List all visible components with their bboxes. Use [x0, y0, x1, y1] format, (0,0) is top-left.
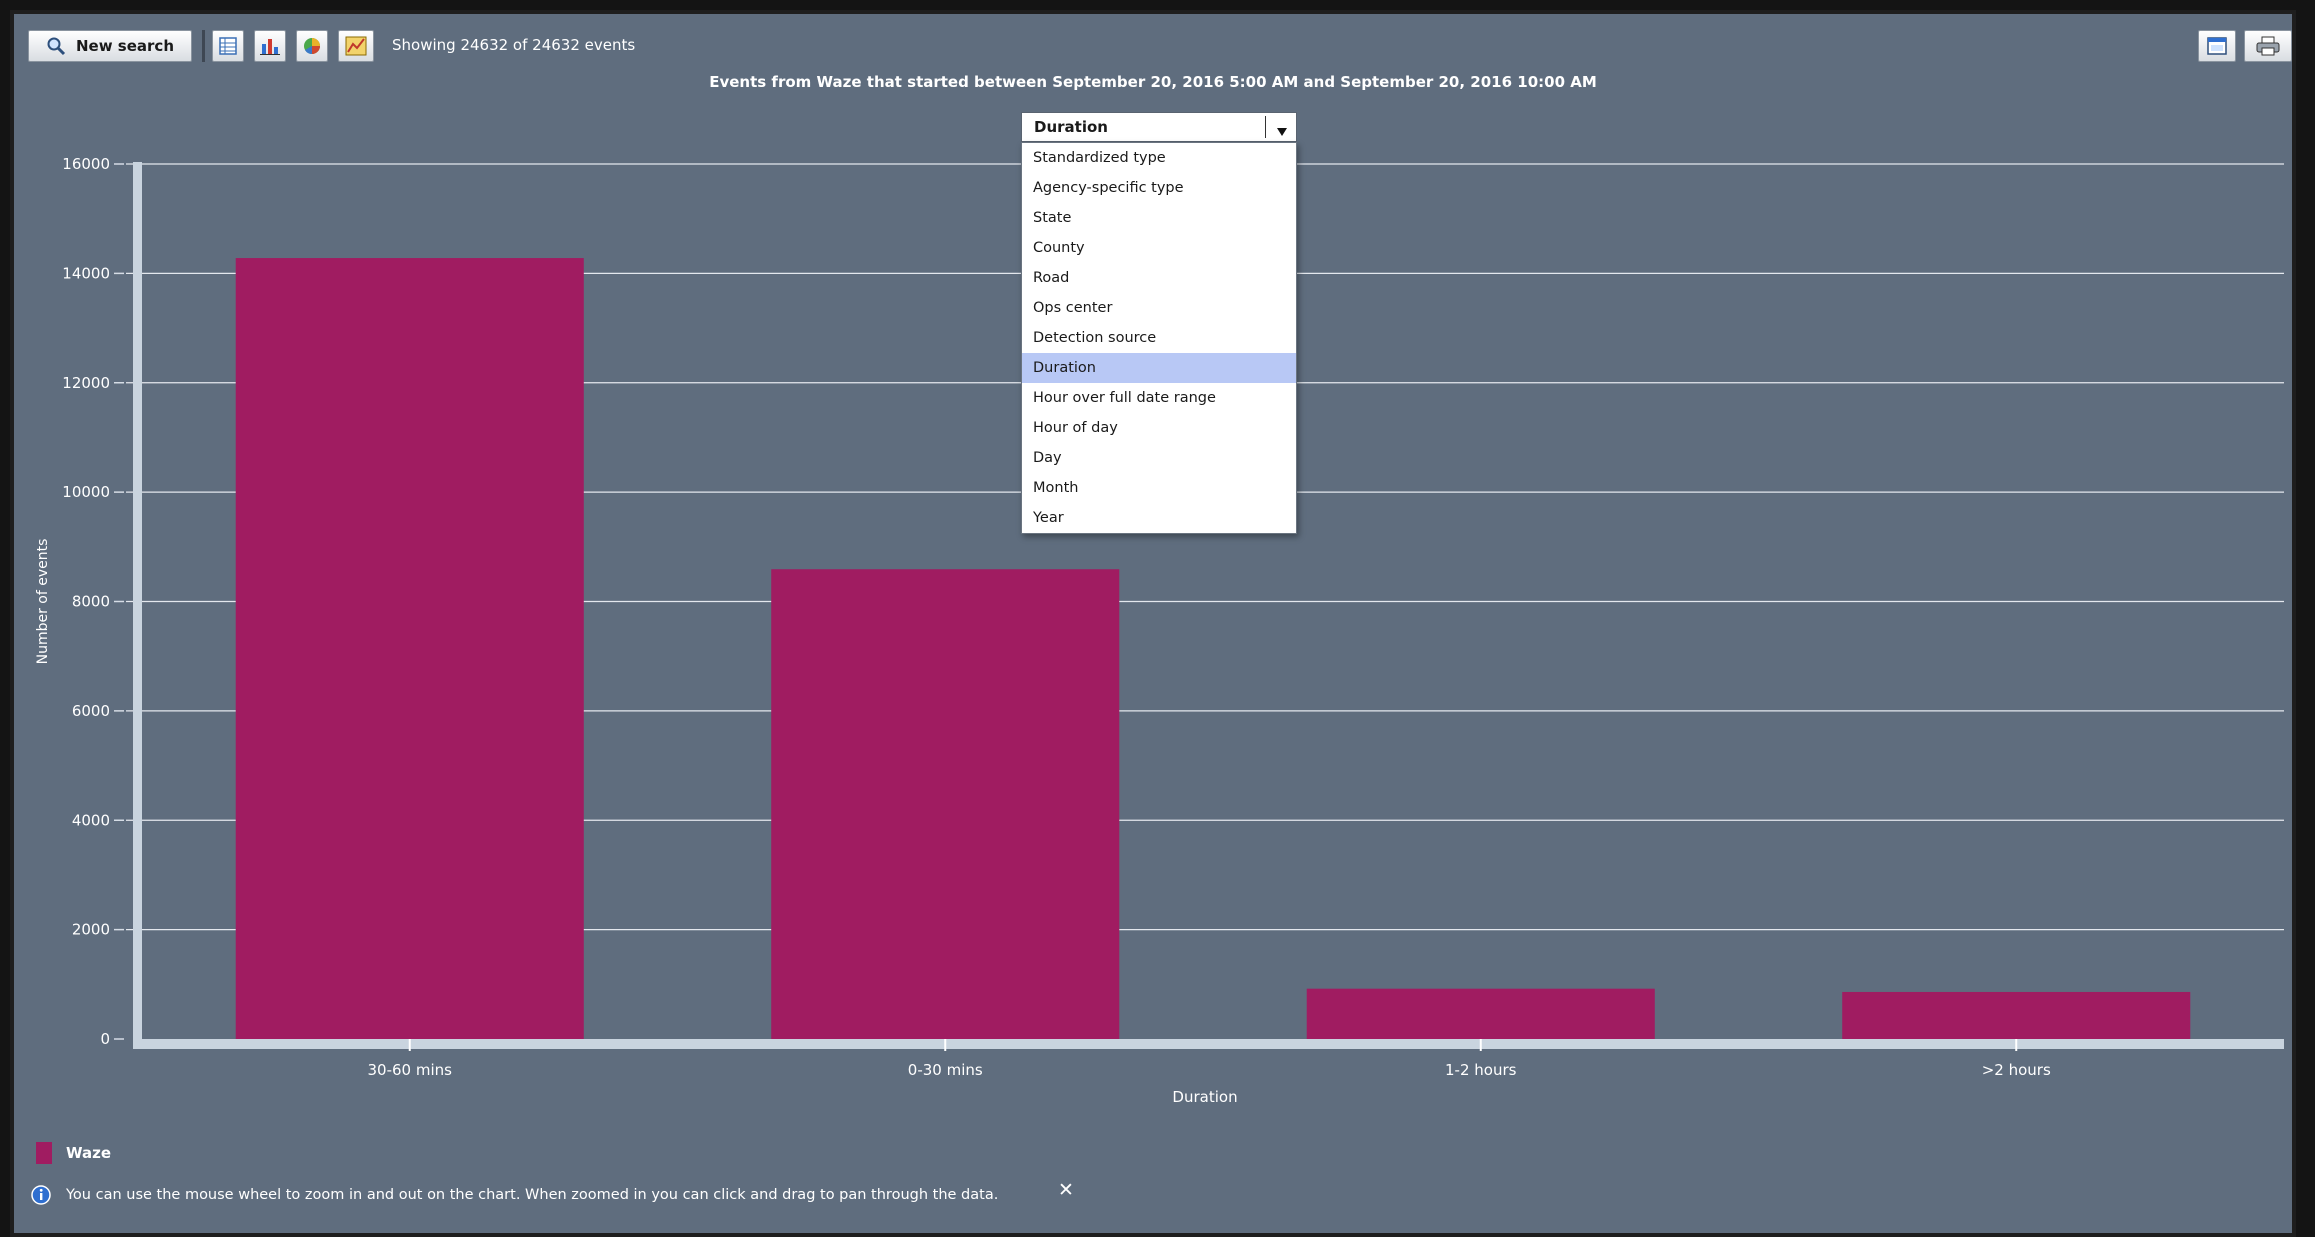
- bar-chart-icon: [259, 36, 281, 56]
- table-view-button[interactable]: [212, 30, 244, 62]
- info-icon: [30, 1184, 52, 1210]
- y-tick-label: 0: [100, 1030, 110, 1048]
- close-icon[interactable]: ✕: [1058, 1179, 1074, 1201]
- printer-icon: [2255, 35, 2281, 57]
- x-axis-title: Duration: [1172, 1088, 1237, 1106]
- legend-swatch-waze[interactable]: [36, 1142, 52, 1164]
- menu-item-standardized-type[interactable]: Standardized type: [1033, 150, 1166, 166]
- y-tick-label: 8000: [72, 593, 110, 611]
- bar-30-60-mins: [235, 258, 584, 1039]
- x-axis-line: [133, 1039, 2284, 1049]
- menu-item-day[interactable]: Day: [1033, 450, 1062, 466]
- bar--2-hours: [1842, 991, 2191, 1039]
- event-count-status: Showing 24632 of 24632 events: [392, 36, 636, 54]
- legend-label-waze[interactable]: Waze: [66, 1144, 112, 1162]
- print-button[interactable]: [2244, 30, 2292, 62]
- timeline-view-button[interactable]: [338, 30, 374, 62]
- menu-item-road[interactable]: Road: [1033, 270, 1070, 286]
- bar-chart-view-button[interactable]: [254, 30, 286, 62]
- group-by-selected-value: Duration: [1034, 118, 1108, 136]
- new-search-label: New search: [76, 37, 174, 55]
- window-toggle-button[interactable]: [2198, 30, 2236, 62]
- magnifier-icon: [46, 36, 66, 56]
- y-tick-label: 14000: [62, 264, 110, 282]
- chart-window: 0 2000 4000 6000 8000 10000 12000 14000 16000 30-…: [10, 10, 2296, 1237]
- bar-chart[interactable]: 0 2000 4000 6000 8000 10000 12000 14000 16000 30-…: [14, 14, 2296, 1237]
- menu-item-ops-center[interactable]: Ops center: [1033, 300, 1113, 316]
- bar-0-30-mins: [771, 569, 1120, 1039]
- group-by-menu: Standardized type Agency-specific type Sta…: [1021, 142, 1297, 534]
- chart-title: Events from Waze that started between Se…: [709, 73, 1597, 91]
- y-tick-label: 12000: [62, 374, 110, 392]
- y-axis-title: Number of events: [35, 539, 51, 665]
- pie-chart-view-button[interactable]: [296, 30, 328, 62]
- menu-item-county[interactable]: County: [1033, 240, 1085, 256]
- menu-item-hour-over-full-date-range[interactable]: Hour over full date range: [1033, 390, 1216, 406]
- menu-item-detection-source[interactable]: Detection source: [1033, 330, 1157, 346]
- y-tick-label: 16000: [62, 155, 110, 173]
- y-axis-line: [133, 162, 142, 1049]
- x-tick-label: 1-2 hours: [1445, 1061, 1517, 1079]
- table-icon: [218, 36, 238, 56]
- toolbar-divider: [202, 30, 205, 62]
- chart-bars: [235, 258, 2191, 1039]
- menu-item-state[interactable]: State: [1033, 210, 1072, 226]
- chart-labels: 0 2000 4000 6000 8000 10000 12000 14000 16000 30-…: [35, 155, 2051, 1106]
- chart-axes: [114, 162, 2284, 1051]
- dropdown-divider: [1265, 116, 1266, 138]
- y-tick-label: 2000: [72, 921, 110, 939]
- bar-1-2-hours: [1306, 988, 1655, 1039]
- menu-item-duration[interactable]: Duration: [1022, 353, 1296, 383]
- zoom-hint-text: You can use the mouse wheel to zoom in a…: [66, 1187, 999, 1203]
- menu-item-month[interactable]: Month: [1033, 480, 1079, 496]
- group-by-dropdown[interactable]: Duration: [1021, 112, 1297, 142]
- menu-item-year[interactable]: Year: [1033, 510, 1064, 526]
- window-icon: [2206, 36, 2228, 56]
- x-tick-label: >2 hours: [1982, 1061, 2051, 1079]
- chevron-down-icon: [1276, 122, 1288, 141]
- x-tick-label: 0-30 mins: [908, 1061, 983, 1079]
- timeline-chart-icon: [345, 36, 367, 56]
- y-tick-label: 4000: [72, 811, 110, 829]
- y-tick-label: 6000: [72, 702, 110, 720]
- x-tick-label: 30-60 mins: [368, 1061, 453, 1079]
- y-tick-label: 10000: [62, 483, 110, 501]
- menu-item-agency-specific-type[interactable]: Agency-specific type: [1033, 180, 1184, 196]
- menu-item-hour-of-day[interactable]: Hour of day: [1033, 420, 1118, 436]
- new-search-button[interactable]: New search: [28, 30, 192, 62]
- pie-chart-icon: [302, 36, 322, 56]
